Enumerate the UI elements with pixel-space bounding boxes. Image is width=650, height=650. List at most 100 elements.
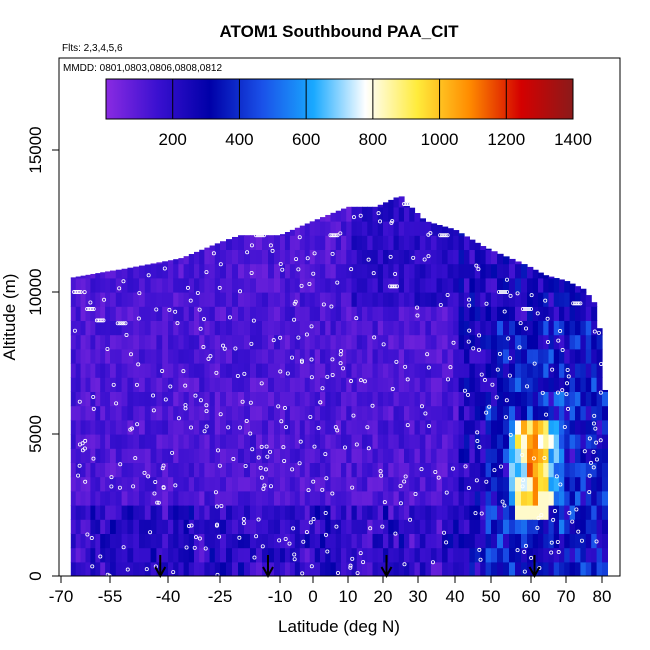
heatmap-cell <box>485 505 492 520</box>
heatmap-cell <box>453 405 460 421</box>
heatmap-cell <box>367 292 374 307</box>
heatmap-cell <box>188 505 195 520</box>
heatmap-cell <box>414 547 421 563</box>
heatmap-cell <box>115 462 123 478</box>
heatmap-cell <box>538 277 544 293</box>
heatmap-cell <box>346 334 353 350</box>
heatmap-cell <box>80 348 87 364</box>
heatmap-cell <box>162 263 169 279</box>
heatmap-cell <box>564 320 571 336</box>
heatmap-cell <box>464 505 470 520</box>
heatmap-cell <box>220 476 227 492</box>
heatmap-cell <box>150 377 157 392</box>
track-point <box>376 211 381 216</box>
heatmap-cell <box>527 306 534 321</box>
heatmap-cell <box>309 348 316 364</box>
heatmap-cell <box>398 490 405 506</box>
heatmap-cell <box>232 561 239 576</box>
heatmap-cell <box>409 334 416 350</box>
heatmap-cell <box>553 278 560 293</box>
heatmap-cell <box>356 320 363 336</box>
heatmap-cell <box>70 363 77 378</box>
heatmap-cell <box>150 391 157 407</box>
heatmap-cell <box>115 377 123 392</box>
heatmap-cell <box>559 334 565 350</box>
track-point <box>476 267 481 272</box>
heatmap-cell <box>393 292 400 307</box>
heatmap-cell <box>575 292 581 307</box>
heatmap-cell <box>585 377 592 392</box>
heatmap-cell <box>469 249 476 265</box>
heatmap-cell <box>95 377 101 392</box>
heatmap-cell <box>469 348 476 364</box>
heatmap-cell <box>121 405 128 421</box>
heatmap-cell <box>156 334 163 350</box>
heatmap-cell <box>133 363 140 378</box>
heatmap-cell <box>383 462 389 478</box>
heatmap-cell <box>304 363 311 378</box>
heatmap-cell <box>383 202 389 208</box>
heatmap-cell <box>121 462 128 478</box>
heatmap-cell <box>436 547 443 563</box>
heatmap-cell <box>100 405 106 421</box>
heatmap-cell <box>585 561 592 576</box>
heatmap-cell <box>527 434 534 449</box>
heatmap-cell <box>150 462 157 478</box>
heatmap-cell <box>139 505 146 520</box>
track-point <box>529 307 534 312</box>
track-point <box>201 345 206 350</box>
track-point <box>151 408 156 413</box>
heatmap-cell <box>262 561 269 576</box>
heatmap-cell <box>351 490 358 506</box>
track-point <box>532 361 537 366</box>
heatmap-cell <box>538 462 544 478</box>
heatmap-cell <box>214 249 221 265</box>
track-point <box>250 447 255 452</box>
track-point <box>515 291 520 296</box>
heatmap-cell <box>497 434 504 449</box>
heatmap-cell <box>320 320 326 336</box>
heatmap-cell <box>442 391 449 407</box>
heatmap-cell <box>575 405 581 421</box>
heatmap-cell <box>256 334 263 350</box>
heatmap-cell <box>100 348 106 364</box>
heatmap-cell <box>383 292 389 307</box>
heatmap-cell <box>173 462 179 478</box>
heatmap-cell <box>214 263 221 279</box>
heatmap-cell <box>320 377 326 392</box>
track-point <box>88 300 93 305</box>
track-point <box>330 491 335 496</box>
heatmap-cell <box>121 320 128 336</box>
heatmap-cell <box>393 448 400 463</box>
heatmap-cell <box>464 434 470 449</box>
track-point <box>463 464 468 469</box>
heatmap-cell <box>388 547 395 563</box>
heatmap-cell <box>330 249 337 265</box>
heatmap-cell <box>404 263 410 279</box>
heatmap-cell <box>346 277 353 293</box>
heatmap-cell <box>398 292 405 307</box>
heatmap-cell <box>474 377 481 392</box>
x-tick-label: 10 <box>339 587 358 606</box>
heatmap-cell <box>95 419 101 435</box>
heatmap-cell <box>602 547 608 563</box>
heatmap-cell <box>527 448 534 463</box>
heatmap-cell <box>442 226 449 236</box>
heatmap-cell <box>173 519 179 534</box>
heatmap-cell <box>383 249 389 265</box>
heatmap-cell <box>70 547 77 563</box>
heatmap-cell <box>356 490 363 506</box>
heatmap-cell <box>232 348 239 364</box>
track-point <box>599 361 604 366</box>
heatmap-cell <box>238 434 245 449</box>
heatmap-cell <box>458 561 465 576</box>
heatmap-cell <box>144 505 152 520</box>
heatmap-cell <box>156 377 163 392</box>
heatmap-cell <box>121 391 128 407</box>
heatmap-cell <box>105 377 111 392</box>
heatmap-cell <box>404 476 410 492</box>
heatmap-cell <box>559 292 565 307</box>
heatmap-cell <box>280 306 286 321</box>
heatmap-cell <box>515 547 522 563</box>
heatmap-cell <box>404 277 410 293</box>
